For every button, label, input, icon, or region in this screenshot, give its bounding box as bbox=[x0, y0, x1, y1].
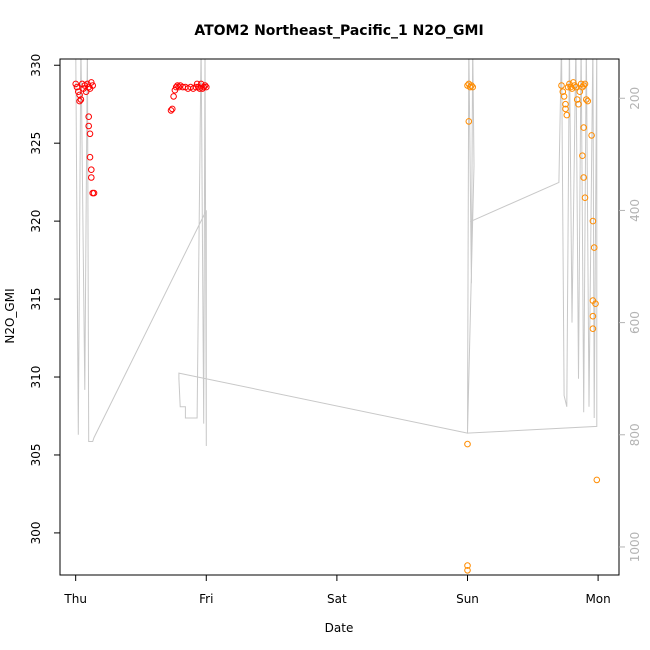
data-point bbox=[559, 88, 567, 95]
data-point bbox=[580, 174, 588, 181]
chart-title: ATOM2 Northeast_Pacific_1 N2O_GMI bbox=[194, 23, 483, 39]
y-tick-label: 300 bbox=[29, 521, 43, 544]
data-point bbox=[465, 118, 473, 125]
data-point bbox=[581, 194, 589, 201]
x-tick-label: Sat bbox=[327, 592, 347, 606]
data-point bbox=[560, 93, 568, 100]
data-point bbox=[558, 82, 565, 89]
data-point bbox=[203, 83, 210, 91]
y-tick-label: 320 bbox=[29, 210, 43, 233]
plot-area bbox=[72, 59, 601, 574]
data-point bbox=[172, 83, 180, 91]
data-point bbox=[77, 96, 85, 103]
data-point bbox=[584, 97, 592, 105]
data-point bbox=[562, 100, 569, 108]
y-tick-label: 325 bbox=[29, 132, 43, 155]
data-point bbox=[571, 82, 578, 89]
axes: Thu Fri Sat Sun Mon 300 305 310 315 320 325 330 200 4… bbox=[29, 54, 642, 606]
y2-tick-label: 800 bbox=[628, 423, 642, 446]
data-point bbox=[589, 217, 597, 225]
data-point bbox=[76, 91, 83, 99]
data-point bbox=[581, 80, 589, 88]
y-tick-label: 310 bbox=[29, 366, 43, 389]
data-point bbox=[580, 82, 588, 89]
data-point bbox=[589, 312, 597, 320]
data-point bbox=[562, 105, 569, 113]
y2-tick-label: 200 bbox=[628, 87, 642, 110]
data-point bbox=[201, 82, 209, 89]
data-point bbox=[196, 85, 203, 92]
data-point bbox=[468, 82, 475, 89]
data-point bbox=[200, 83, 207, 91]
data-point bbox=[192, 83, 200, 91]
data-point bbox=[88, 174, 95, 181]
data-point bbox=[592, 300, 599, 308]
data-point bbox=[469, 83, 477, 91]
data-point bbox=[590, 244, 598, 251]
data-point bbox=[175, 83, 183, 91]
data-point bbox=[580, 124, 588, 131]
plot-frame bbox=[59, 58, 620, 576]
data-point bbox=[75, 88, 82, 95]
data-point bbox=[593, 476, 601, 484]
data-point bbox=[76, 97, 83, 105]
data-point bbox=[73, 83, 81, 91]
y2-tick-label: 400 bbox=[628, 199, 642, 222]
x-tick-label: Fri bbox=[199, 592, 213, 606]
data-point bbox=[464, 562, 471, 569]
data-point bbox=[589, 325, 597, 333]
data-point bbox=[564, 83, 572, 91]
data-point bbox=[167, 107, 175, 114]
y-tick-label: 330 bbox=[29, 54, 43, 77]
data-point bbox=[579, 152, 586, 159]
x-tick-label: Mon bbox=[585, 592, 610, 606]
data-point bbox=[466, 83, 474, 91]
data-point bbox=[85, 113, 92, 120]
data-point bbox=[464, 567, 471, 574]
data-point bbox=[86, 130, 94, 138]
y2-tick-label: 1000 bbox=[628, 532, 642, 563]
plot-inner bbox=[72, 59, 601, 574]
data-point bbox=[464, 440, 471, 448]
x-tick-label: Sun bbox=[456, 592, 479, 606]
data-point bbox=[89, 82, 96, 89]
data-point bbox=[575, 100, 582, 108]
data-point bbox=[563, 111, 571, 119]
y2-tick-label: 600 bbox=[628, 311, 642, 334]
data-point bbox=[573, 96, 581, 103]
data-point bbox=[588, 132, 595, 139]
data-point bbox=[72, 80, 79, 88]
data-point bbox=[170, 93, 177, 100]
data-point bbox=[88, 79, 95, 86]
y-axis-label: N2O_GMI bbox=[3, 288, 17, 343]
data-point bbox=[90, 189, 98, 197]
data-point bbox=[85, 122, 92, 130]
x-axis-label: Date bbox=[325, 621, 354, 635]
data-point bbox=[583, 96, 590, 103]
data-point bbox=[88, 166, 95, 173]
data-point bbox=[86, 153, 94, 161]
y-tick-label: 305 bbox=[29, 444, 43, 467]
data-point bbox=[572, 83, 580, 91]
data-point bbox=[169, 105, 176, 113]
x-tick-label: Thu bbox=[63, 592, 87, 606]
y-tick-label: 315 bbox=[29, 288, 43, 311]
